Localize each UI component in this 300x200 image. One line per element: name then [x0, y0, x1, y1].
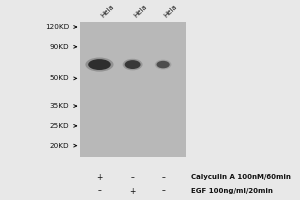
Text: +: + — [129, 187, 136, 196]
Text: –: – — [161, 173, 165, 182]
Text: Hela: Hela — [100, 4, 115, 19]
Bar — [80, 22, 186, 157]
Text: Hela: Hela — [163, 4, 178, 19]
Text: EGF 100ng/ml/20min: EGF 100ng/ml/20min — [191, 188, 273, 194]
Text: Calyculin A 100nM/60min: Calyculin A 100nM/60min — [191, 174, 291, 180]
Text: –: – — [98, 187, 101, 196]
Ellipse shape — [123, 59, 142, 70]
Ellipse shape — [125, 60, 141, 69]
Text: 35KD: 35KD — [49, 103, 69, 109]
Text: –: – — [161, 187, 165, 196]
Text: 50KD: 50KD — [49, 75, 69, 81]
Text: 20KD: 20KD — [49, 143, 69, 149]
Ellipse shape — [85, 58, 113, 72]
Ellipse shape — [155, 60, 171, 69]
Ellipse shape — [88, 59, 111, 70]
Text: Hela: Hela — [133, 4, 148, 19]
Text: 25KD: 25KD — [49, 123, 69, 129]
Text: 90KD: 90KD — [49, 44, 69, 50]
Text: –: – — [131, 173, 135, 182]
Ellipse shape — [157, 61, 170, 68]
Text: +: + — [96, 173, 103, 182]
Text: 120KD: 120KD — [45, 24, 69, 30]
